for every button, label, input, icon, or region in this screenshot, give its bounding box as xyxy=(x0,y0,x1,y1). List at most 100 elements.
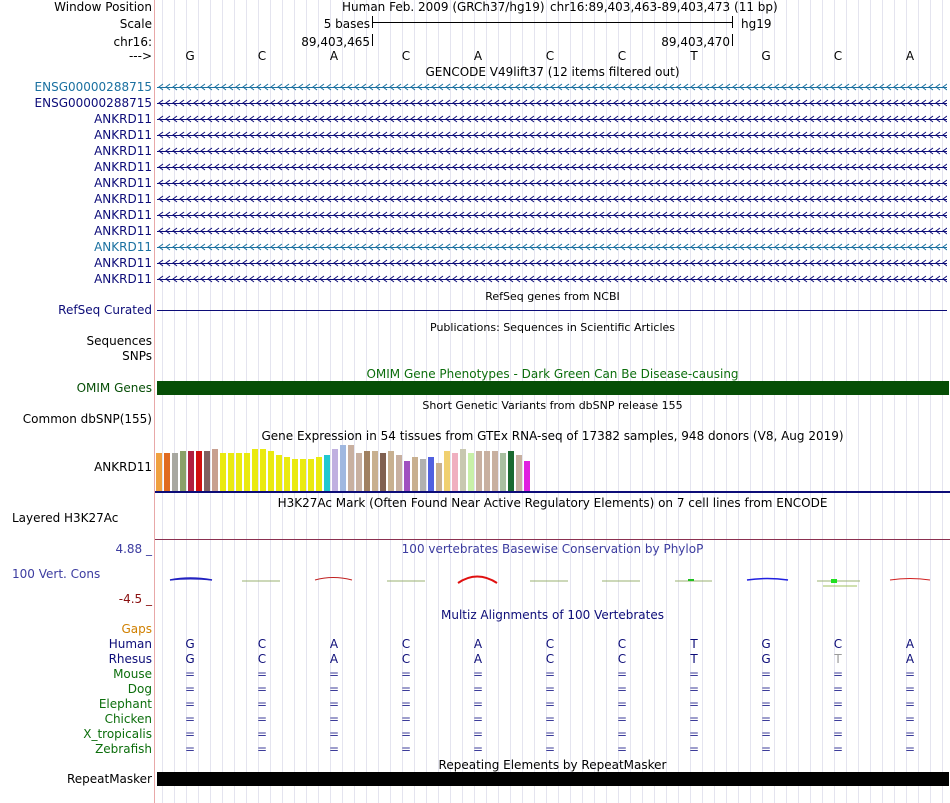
gtex-tissue-bar[interactable] xyxy=(316,457,322,491)
gtex-tissue-bar[interactable] xyxy=(404,461,410,491)
gtex-tissue-bar[interactable] xyxy=(484,451,490,491)
omim-bar[interactable] xyxy=(157,381,949,395)
publications-title[interactable]: Publications: Sequences in Scientific Ar… xyxy=(430,321,675,334)
multiz-base: = xyxy=(904,667,916,681)
multiz-base: = xyxy=(616,697,628,711)
gtex-tissue-bar[interactable] xyxy=(348,445,354,491)
omim-title[interactable]: OMIM Gene Phenotypes - Dark Green Can Be… xyxy=(366,367,739,381)
label-divider xyxy=(154,0,155,803)
gencode-item-label[interactable]: ANKRD11 xyxy=(94,240,152,254)
gencode-item-label[interactable]: ANKRD11 xyxy=(94,144,152,158)
gtex-tissue-bar[interactable] xyxy=(460,449,466,491)
gaps-label[interactable]: Gaps xyxy=(121,622,152,636)
multiz-species-label[interactable]: Dog xyxy=(127,682,152,696)
gtex-tissue-bar[interactable] xyxy=(284,457,290,491)
dbsnp-title[interactable]: Short Genetic Variants from dbSNP releas… xyxy=(422,399,683,412)
gtex-tissue-bar[interactable] xyxy=(300,459,306,491)
gtex-tissue-bar[interactable] xyxy=(420,459,426,491)
repeatmasker-label[interactable]: RepeatMasker xyxy=(66,772,152,786)
gtex-tissue-bar[interactable] xyxy=(500,453,506,491)
multiz-base: = xyxy=(688,712,700,726)
gtex-tissue-bar[interactable] xyxy=(380,453,386,491)
sequence-base: C xyxy=(545,49,555,63)
refseq-label[interactable]: RefSeq Curated xyxy=(58,303,152,317)
grid-line xyxy=(306,0,307,803)
gencode-item-label[interactable]: ANKRD11 xyxy=(94,192,152,206)
h3k27ac-label[interactable]: Layered H3K27Ac xyxy=(12,511,119,525)
dbsnp-label[interactable]: Common dbSNP(155) xyxy=(22,412,152,426)
gtex-tissue-bar[interactable] xyxy=(388,451,394,491)
gtex-tissue-bar[interactable] xyxy=(332,449,338,491)
gtex-tissue-bar[interactable] xyxy=(228,453,234,491)
conservation-label[interactable]: 100 Vert. Cons xyxy=(12,567,101,581)
gtex-label[interactable]: ANKRD11 xyxy=(94,460,152,474)
gencode-item-label[interactable]: ANKRD11 xyxy=(94,112,152,126)
gtex-tissue-bar[interactable] xyxy=(156,453,162,491)
gtex-tissue-bar[interactable] xyxy=(508,451,514,491)
gtex-tissue-bar[interactable] xyxy=(292,459,298,491)
gtex-tissue-bar[interactable] xyxy=(452,453,458,491)
repeatmasker-bar[interactable] xyxy=(157,772,949,786)
h3k27ac-title[interactable]: H3K27Ac Mark (Often Found Near Active Re… xyxy=(277,496,828,510)
grid-line xyxy=(786,0,787,803)
gtex-tissue-bar[interactable] xyxy=(252,449,258,491)
gtex-tissue-bar[interactable] xyxy=(436,463,442,491)
gtex-tissue-bar[interactable] xyxy=(204,451,210,491)
gencode-item-label[interactable]: ENSG00000288715 xyxy=(34,80,152,94)
snps-label[interactable]: SNPs xyxy=(122,349,152,363)
multiz-title[interactable]: Multiz Alignments of 100 Vertebrates xyxy=(440,608,665,622)
conservation-plot[interactable] xyxy=(155,570,950,594)
gencode-item-label[interactable]: ANKRD11 xyxy=(94,128,152,142)
gtex-tissue-bar[interactable] xyxy=(340,445,346,491)
gtex-tissue-bar[interactable] xyxy=(476,451,482,491)
gencode-item-label[interactable]: ANKRD11 xyxy=(94,224,152,238)
gtex-tissue-bar[interactable] xyxy=(196,451,202,491)
gtex-tissue-bar[interactable] xyxy=(164,453,170,491)
gtex-tissue-bar[interactable] xyxy=(412,457,418,491)
gencode-title[interactable]: GENCODE V49lift37 (12 items filtered out… xyxy=(425,65,680,79)
gtex-tissue-bar[interactable] xyxy=(268,451,274,491)
multiz-species-label[interactable]: Rhesus xyxy=(108,652,152,666)
multiz-species-label[interactable]: Mouse xyxy=(113,667,152,681)
gtex-tissue-bar[interactable] xyxy=(468,453,474,491)
gencode-item-label[interactable]: ANKRD11 xyxy=(94,272,152,286)
gencode-item-label[interactable]: ANKRD11 xyxy=(94,256,152,270)
gtex-tissue-bar[interactable] xyxy=(428,457,434,491)
gtex-tissue-bar[interactable] xyxy=(172,453,178,491)
conservation-title[interactable]: 100 vertebrates Basewise Conservation by… xyxy=(401,542,704,556)
multiz-base: C xyxy=(617,637,627,651)
gtex-title[interactable]: Gene Expression in 54 tissues from GTEx … xyxy=(261,429,844,443)
multiz-species-label[interactable]: Human xyxy=(108,637,152,651)
multiz-species-label[interactable]: X_tropicalis xyxy=(83,727,152,741)
gtex-tissue-bar[interactable] xyxy=(492,451,498,491)
gtex-tissue-bar[interactable] xyxy=(516,455,522,491)
gtex-tissue-bar[interactable] xyxy=(244,453,250,491)
sequences-label[interactable]: Sequences xyxy=(86,334,152,348)
gtex-tissue-bar[interactable] xyxy=(396,455,402,491)
multiz-species-label[interactable]: Chicken xyxy=(104,712,152,726)
gtex-tissue-bar[interactable] xyxy=(356,453,362,491)
gencode-item-label[interactable]: ANKRD11 xyxy=(94,176,152,190)
gencode-item-label[interactable]: ANKRD11 xyxy=(94,160,152,174)
multiz-species-label[interactable]: Zebrafish xyxy=(95,742,152,756)
gtex-tissue-bar[interactable] xyxy=(260,449,266,491)
repeatmasker-title[interactable]: Repeating Elements by RepeatMasker xyxy=(438,758,667,772)
gtex-tissue-bar[interactable] xyxy=(276,455,282,491)
gencode-item-label[interactable]: ENSG00000288715 xyxy=(34,96,152,110)
gencode-item-label[interactable]: ANKRD11 xyxy=(94,208,152,222)
gtex-tissue-bar[interactable] xyxy=(180,451,186,491)
refseq-title[interactable]: RefSeq genes from NCBI xyxy=(485,290,620,303)
position-text[interactable]: chr16:89,403,463-89,403,473 (11 bp) xyxy=(550,0,778,14)
gtex-tissue-bar[interactable] xyxy=(308,459,314,491)
multiz-species-label[interactable]: Elephant xyxy=(98,697,152,711)
gtex-tissue-bar[interactable] xyxy=(444,451,450,491)
gtex-tissue-bar[interactable] xyxy=(188,451,194,491)
gtex-tissue-bar[interactable] xyxy=(324,455,330,491)
gtex-tissue-bar[interactable] xyxy=(364,451,370,491)
gtex-tissue-bar[interactable] xyxy=(372,451,378,491)
omim-label[interactable]: OMIM Genes xyxy=(76,381,152,395)
gtex-tissue-bar[interactable] xyxy=(524,461,530,491)
gtex-tissue-bar[interactable] xyxy=(212,449,218,491)
gtex-tissue-bar[interactable] xyxy=(220,453,226,491)
gtex-tissue-bar[interactable] xyxy=(236,453,242,491)
